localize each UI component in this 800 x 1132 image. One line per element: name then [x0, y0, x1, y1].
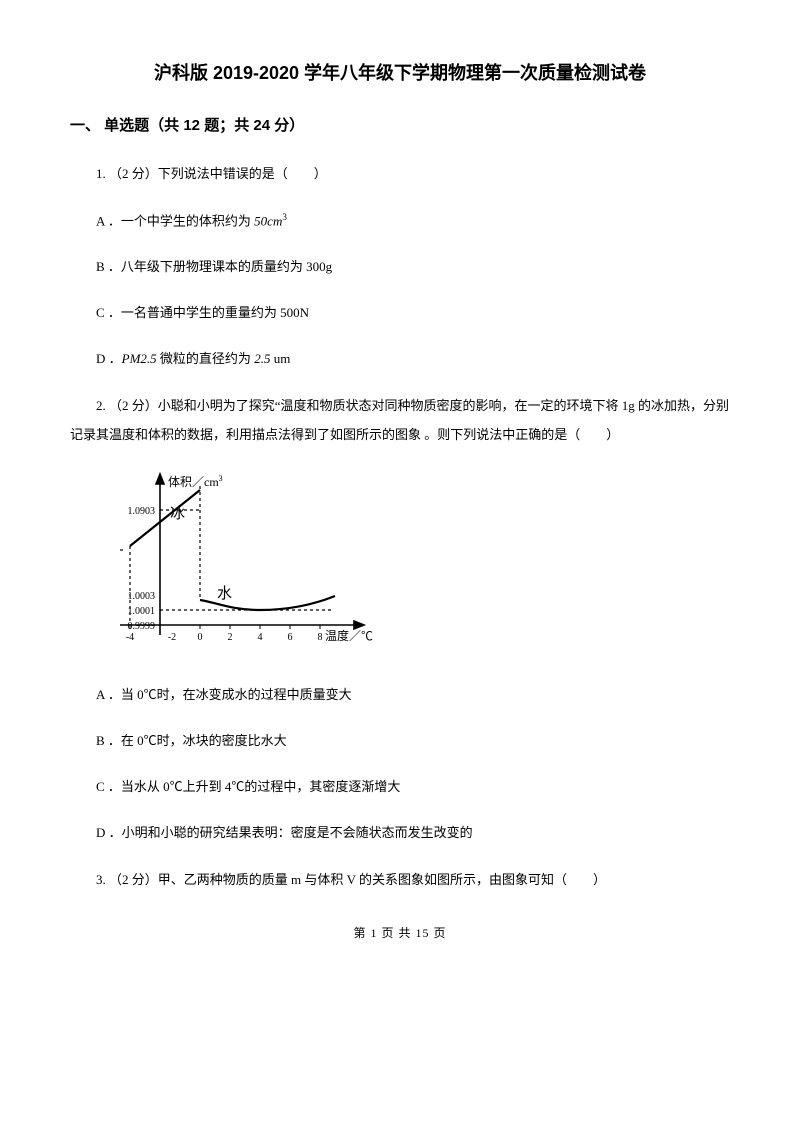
- water-label: 水: [217, 585, 232, 602]
- chart-svg: 体积／cm3 温度／℃ 0.9999 1.0001 1.0003 1.0903 …: [100, 470, 380, 660]
- ytick-0: 0.9999: [128, 621, 156, 632]
- xtick-2: 0: [198, 632, 203, 643]
- xtick-6: 8: [318, 632, 323, 643]
- q1-option-c: C ．一名普通中学生的重量约为 500N: [70, 300, 730, 326]
- chart-xlabel: 温度／℃: [325, 628, 373, 643]
- xtick-5: 6: [288, 632, 293, 643]
- q1-option-b: B ．八年级下册物理课本的质量约为 300g: [70, 254, 730, 280]
- q1-option-a: A ．一个中学生的体积约为 50cm3: [70, 208, 730, 234]
- page-title: 沪科版 2019-2020 学年八年级下学期物理第一次质量检测试卷: [70, 60, 730, 87]
- q1-option-d: D ．PM2.5 微粒的直径约为 2.5 um: [70, 346, 730, 372]
- q2-stem-text: 2. （2 分）小聪和小明为了探究“温度和物质状态对同种物质密度的影响，在一定的…: [70, 398, 729, 442]
- q1-optA-pre: A ．一个中学生的体积约为: [96, 213, 254, 228]
- ytick-2: 1.0003: [128, 591, 156, 602]
- q2-stem: 2. （2 分）小聪和小明为了探究“温度和物质状态对同种物质密度的影响，在一定的…: [70, 392, 730, 449]
- ice-label: 冰: [170, 505, 185, 522]
- q1-optD-pm: PM2.5: [122, 351, 157, 366]
- q1-optD-suf: um: [270, 351, 290, 366]
- q1-optD-val: 2.5: [254, 351, 270, 366]
- ice-line: [130, 490, 200, 546]
- section-heading: 一、 单选题（共 12 题；共 24 分）: [70, 115, 730, 138]
- chart-ylabel: 体积／cm3: [168, 474, 223, 489]
- xtick-4: 4: [258, 632, 263, 643]
- q1-optD-pre: D ．: [96, 351, 122, 366]
- q1-optD-mid: 微粒的直径约为: [157, 351, 255, 366]
- q2-option-a: A ．当 0℃时，在冰变成水的过程中质量变大: [70, 682, 730, 708]
- ytick-1: 1.0001: [128, 606, 156, 617]
- q2-option-c: C ．当水从 0℃上升到 4℃的过程中，其密度逐渐增大: [70, 774, 730, 800]
- q1-optA-val: 50cm: [254, 213, 282, 228]
- xtick-1: -2: [168, 632, 176, 643]
- ytick-3: 1.0903: [128, 506, 156, 517]
- q2-option-b: B ．在 0℃时，冰块的密度比水大: [70, 728, 730, 754]
- q2-option-d: D ．小明和小聪的研究结果表明：密度是不会随状态而发生改变的: [70, 820, 730, 846]
- q3-stem: 3. （2 分）甲、乙两种物质的质量 m 与体积 V 的关系图象如图所示，由图象…: [70, 866, 730, 895]
- q1-stem: 1. （2 分）下列说法中错误的是（ ）: [70, 160, 730, 189]
- page-footer: 第 1 页 共 15 页: [70, 924, 730, 942]
- xtick-0: -4: [126, 632, 134, 643]
- xtick-3: 2: [228, 632, 233, 643]
- q1-optA-sup: 3: [282, 212, 287, 222]
- q2-chart: 体积／cm3 温度／℃ 0.9999 1.0001 1.0003 1.0903 …: [100, 470, 730, 660]
